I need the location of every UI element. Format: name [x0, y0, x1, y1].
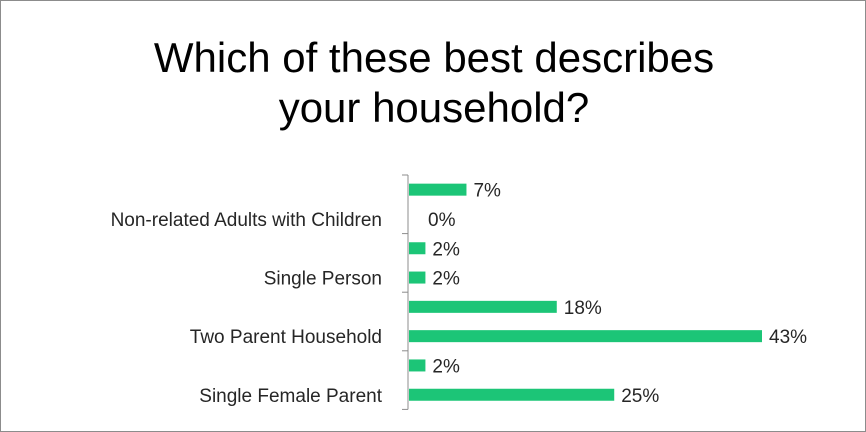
- data-label: 43%: [769, 327, 807, 348]
- bar: [409, 359, 426, 372]
- bar: [409, 183, 467, 196]
- data-label: 7%: [473, 181, 501, 202]
- category-axis: [402, 174, 409, 410]
- chart-title-line: your household?: [278, 84, 590, 131]
- category-label: Single Person: [264, 269, 382, 290]
- data-label: 2%: [432, 356, 460, 377]
- bar: [409, 242, 426, 255]
- bar: [409, 388, 615, 401]
- bars: [409, 183, 762, 401]
- data-label: 25%: [621, 386, 659, 407]
- category-label: Non-related Adults with Children: [111, 210, 382, 231]
- labels: 7% 0% Non-related Adults with Children 2% 2%…: [111, 181, 808, 407]
- data-label: 2%: [432, 239, 460, 260]
- data-label: 18%: [564, 298, 602, 319]
- bar: [409, 271, 426, 284]
- category-label: Two Parent Household: [190, 327, 382, 348]
- bar: [409, 300, 557, 313]
- bar: [409, 330, 762, 343]
- data-label: 2%: [432, 269, 460, 290]
- category-label: Single Female Parent: [199, 386, 382, 407]
- chart-title-line: Which of these best describes: [153, 34, 715, 81]
- chart-title: Which of these best describes your househ…: [1, 33, 866, 133]
- data-label: 0%: [428, 210, 456, 231]
